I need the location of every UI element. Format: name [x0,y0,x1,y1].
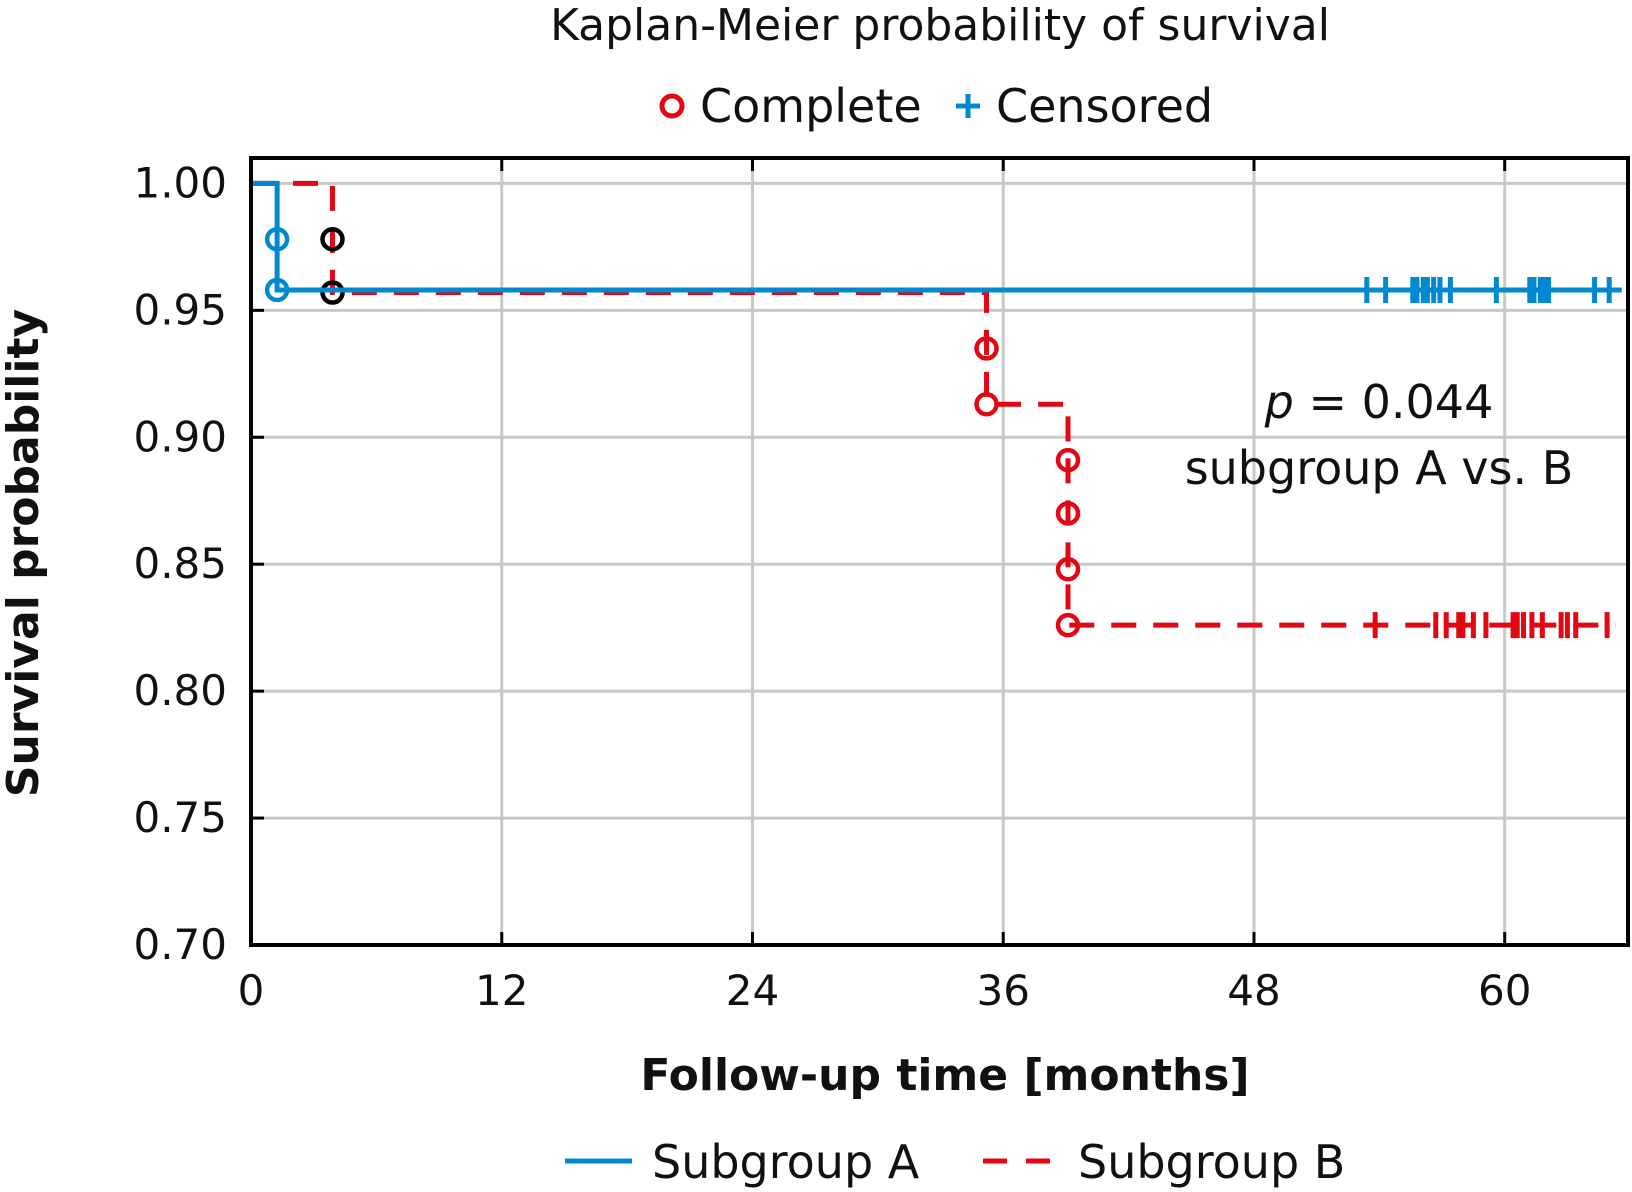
legend-censored-label: Censored [996,79,1213,133]
x-tick-label: 36 [977,966,1030,1015]
y-tick-label: 1.00 [133,158,227,207]
y-tick-labels: 1.00 0.95 0.90 0.85 0.80 0.75 0.70 [133,158,227,969]
survival-curve [251,180,1616,628]
p-value-text: = 0.044 [1294,375,1493,429]
y-tick-label: 0.80 [133,666,227,715]
comparison-text: subgroup A vs. B [1185,441,1574,495]
x-tick-label: 12 [475,966,528,1015]
x-tick-label: 60 [1478,966,1531,1015]
gridlines [251,158,1628,947]
event-marker [1055,557,1081,582]
event-marker [320,226,345,252]
legend-complete-marker [659,93,685,119]
event-marker [974,336,999,361]
event-marker [264,226,290,252]
y-tick-label: 0.70 [133,920,227,969]
survival-curve [251,180,1622,293]
series-legend: Subgroup A Subgroup B [565,1135,1345,1189]
x-tick-label: 48 [1227,966,1280,1015]
event-marker [320,280,345,305]
y-tick-label: 0.95 [133,285,227,334]
legend-censored-marker [956,94,980,118]
y-tick-label: 0.90 [133,412,227,461]
marker-legend: Complete Censored [659,79,1213,133]
legend-subgroup-a-label: Subgroup A [652,1135,920,1189]
p-value-annotation: p = 0.044 subgroup A vs. B [1185,375,1574,495]
event-marker [1055,447,1081,473]
y-tick-label: 0.85 [133,539,227,588]
x-tick-label: 24 [726,966,779,1015]
event-marker [974,392,999,417]
series-subgroup-b [251,180,1616,639]
axis-ticks [249,158,1507,947]
x-tick-labels: 0 12 24 36 48 60 [238,966,1532,1015]
legend-subgroup-b-label: Subgroup B [1078,1135,1345,1189]
x-axis-label: Follow-up time [months] [640,1050,1249,1101]
legend-complete-label: Complete [700,79,922,133]
y-axis-label: Survival probability [0,309,49,797]
svg-text:p = 0.044: p = 0.044 [1264,375,1494,429]
event-marker [1055,612,1081,638]
chart-title: Kaplan-Meier probability of survival [550,0,1330,51]
plot-frame [249,156,1630,947]
event-marker [264,277,290,303]
event-marker [1055,501,1081,526]
p-symbol: p [1264,375,1294,429]
series-layer [251,180,1622,639]
x-tick-label: 0 [238,966,265,1015]
series-subgroup-a [251,180,1622,304]
y-tick-label: 0.75 [133,793,227,842]
